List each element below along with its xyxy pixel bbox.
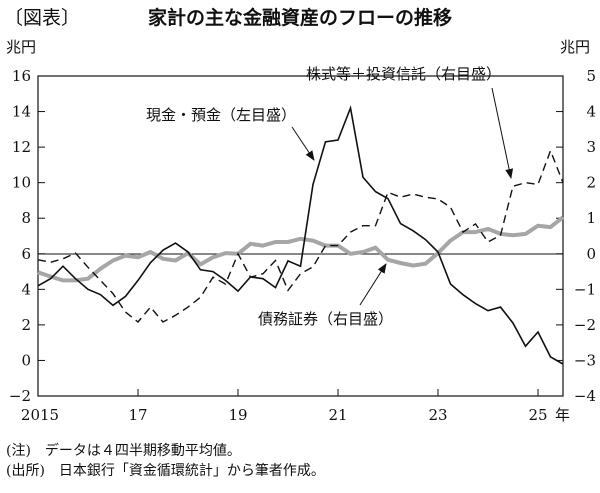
arrow-stocks-trusts (491, 87, 514, 179)
left-tick-label: 2 (21, 316, 31, 334)
x-tick-label: 25 (528, 406, 547, 424)
right-tick-label: −4 (574, 387, 596, 405)
right-tick-label: 5 (586, 67, 596, 85)
x-tick-label: 17 (128, 406, 147, 424)
left-tick-label: 8 (21, 209, 31, 227)
left-axis-unit: 兆円 (6, 38, 36, 56)
x-tick-label: 23 (428, 406, 447, 424)
left-tick-label: 6 (21, 245, 31, 263)
arrow-cash-deposits (291, 126, 315, 161)
x-tick-label: 21 (328, 406, 347, 424)
x-tick-label: 2015 (21, 406, 59, 424)
left-tick-label: −2 (9, 387, 31, 405)
series-line-debt-securities (37, 215, 565, 283)
x-axis-unit: 年 (555, 406, 570, 424)
left-tick-label: 4 (21, 280, 31, 298)
left-tick-label: 16 (12, 67, 31, 85)
chart-title: 家計の主な金融資産のフローの推移 (148, 6, 452, 29)
x-tick-label: 19 (228, 406, 247, 424)
plot-frame (37, 75, 564, 397)
right-tick-label: 0 (586, 245, 596, 263)
arrow-debt-securities (359, 263, 387, 306)
right-tick-label: −2 (574, 316, 596, 334)
series-line-stocks-trusts (37, 148, 564, 323)
right-tick-label: −1 (574, 280, 596, 298)
left-tick-label: 14 (12, 103, 31, 121)
label-debt-securities: 債務証券（右目盛） (258, 310, 393, 328)
figure-label: 〔図表〕 (4, 7, 80, 29)
right-tick-label: 1 (586, 209, 596, 227)
series-line-cash-deposits (37, 105, 564, 365)
right-tick-label: 2 (586, 174, 596, 192)
label-cash-deposits: 現金・預金（左目盛） (146, 106, 296, 124)
left-tick-label: 12 (12, 138, 31, 156)
right-axis-unit: 兆円 (560, 38, 590, 56)
note-source: (出所) 日本銀行「資金循環統計」から筆者作成。 (6, 463, 325, 479)
note-1: (注) データは４四半期移動平均値。 (6, 442, 241, 459)
right-tick-label: 4 (586, 103, 596, 121)
left-tick-label: 10 (12, 174, 31, 192)
label-stocks-trusts: 株式等＋投資信託（右目盛） (306, 65, 501, 83)
left-tick-label: 0 (21, 351, 31, 369)
right-tick-label: −3 (574, 351, 596, 369)
right-tick-label: 3 (586, 138, 596, 156)
